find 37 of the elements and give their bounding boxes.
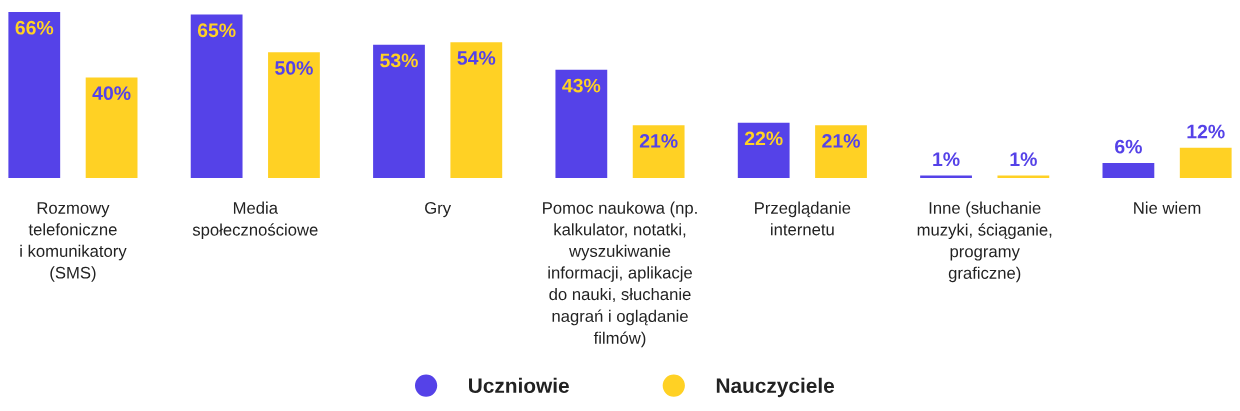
data-label: 1%: [933, 152, 960, 167]
bar: [190, 14, 243, 178]
bar: [815, 125, 867, 178]
legend-label: Nauczyciele: [716, 377, 835, 398]
data-label: 21%: [639, 134, 678, 148]
data-label: 43%: [562, 78, 601, 93]
bar: [8, 12, 61, 178]
data-label: 40%: [92, 86, 131, 101]
x-tick-label: Przeglądanie internetu: [755, 201, 851, 236]
legend-label: Uczniowie: [469, 377, 569, 394]
data-label: 65%: [197, 23, 236, 38]
x-tick-label: Gry: [425, 202, 452, 218]
data-label: 54%: [457, 51, 496, 65]
data-label: 6%: [1115, 139, 1142, 154]
x-tick-label: Pomoc naukowa (np. kalkulator, notatki, wyszukiwanie informacji, aplikacje do nauki, słuchanie nagrań i oglądanie filmów): [543, 201, 697, 348]
bar: [1102, 162, 1155, 178]
bar: [450, 42, 503, 178]
bar: [632, 125, 685, 178]
data-label: 1%: [1010, 152, 1037, 167]
bar: [1179, 147, 1232, 178]
bar: [737, 122, 790, 178]
bar: [85, 77, 138, 178]
x-tick-label: Inne (słuchanie muzyki, ściąganie, programy graficzne): [917, 201, 1052, 283]
data-label: 53%: [380, 53, 418, 68]
x-tick-label: Rozmowy telefoniczne i komunikatory (SMS): [20, 202, 127, 282]
data-label: 66%: [15, 20, 54, 35]
data-label: 12%: [1187, 124, 1225, 139]
data-label: 22%: [744, 131, 783, 146]
x-tick-label: Media społecznościowe: [192, 201, 318, 240]
bar: [268, 52, 320, 178]
data-label: 50%: [275, 61, 313, 75]
bar: [373, 44, 425, 178]
bar: [997, 175, 1050, 178]
data-label: 21%: [822, 134, 860, 148]
bar: [920, 175, 972, 178]
bar: [555, 69, 608, 178]
x-tick-label: Nie wiem: [1134, 201, 1201, 214]
